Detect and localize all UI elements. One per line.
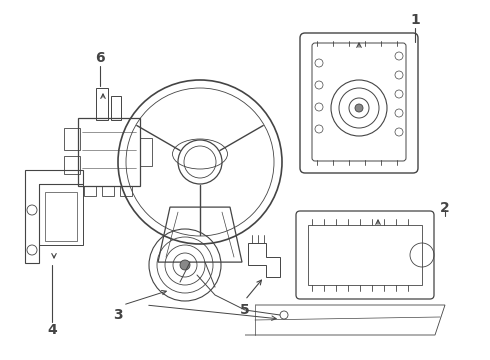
Bar — [102, 186, 114, 196]
Text: 2: 2 — [440, 201, 450, 215]
Circle shape — [355, 104, 363, 112]
Bar — [45, 192, 77, 241]
Bar — [111, 96, 121, 120]
Bar — [120, 186, 132, 196]
Bar — [64, 156, 80, 174]
Circle shape — [180, 260, 190, 270]
Text: 4: 4 — [47, 323, 57, 337]
Text: 6: 6 — [95, 51, 105, 65]
Bar — [96, 88, 108, 120]
Bar — [84, 186, 96, 196]
Bar — [39, 184, 83, 245]
Bar — [308, 225, 422, 285]
Text: 1: 1 — [410, 13, 420, 27]
Bar — [64, 128, 80, 150]
Bar — [78, 118, 140, 186]
Bar — [140, 138, 152, 166]
Text: 5: 5 — [240, 303, 250, 317]
Text: 3: 3 — [113, 308, 123, 322]
